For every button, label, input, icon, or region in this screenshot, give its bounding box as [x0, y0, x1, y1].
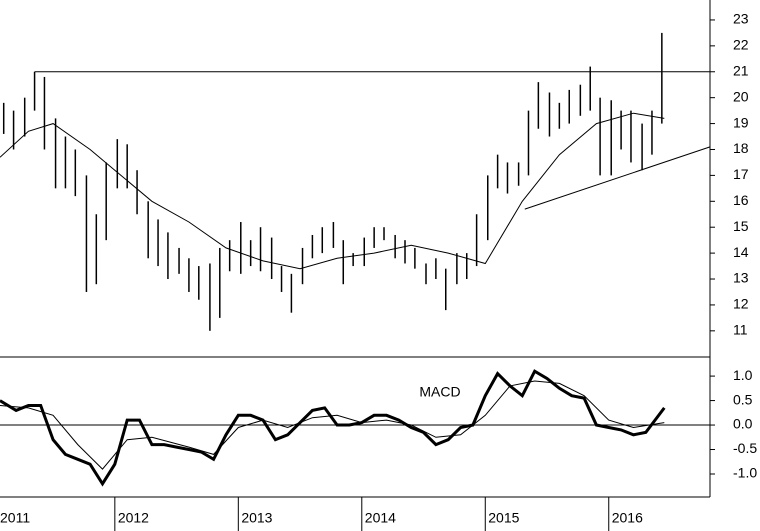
x-tick-label: 2013: [241, 510, 272, 526]
line-series: [0, 380, 665, 470]
y-tick-label: 21: [733, 62, 749, 78]
y-tick-label: 19: [733, 114, 749, 130]
y-tick-label: 22: [733, 37, 749, 53]
y-tick-label: -1.0: [733, 465, 757, 481]
line-series: [524, 146, 711, 210]
x-tick-label: 2015: [488, 510, 519, 526]
y-tick-label: 20: [733, 88, 749, 104]
y-tick-label: -0.5: [733, 440, 757, 456]
y-tick-label: 15: [733, 218, 749, 234]
x-tick-label: 2011: [0, 510, 30, 526]
y-tick-label: 12: [733, 296, 749, 312]
y-tick-label: 13: [733, 270, 749, 286]
line-series: [0, 112, 665, 270]
line-series: [0, 369, 666, 487]
y-tick-label: 16: [733, 192, 749, 208]
y-tick-label: 11: [733, 322, 748, 338]
y-tick-label: 23: [733, 11, 749, 27]
y-tick-label: 17: [733, 166, 749, 182]
macd-label: MACD: [419, 384, 460, 400]
x-tick-label: 2012: [118, 510, 149, 526]
y-tick-label: 0.5: [733, 391, 753, 407]
y-tick-label: 18: [733, 140, 749, 156]
x-tick-label: 2014: [365, 510, 396, 526]
y-tick-label: 1.0: [733, 367, 753, 383]
y-tick-label: 14: [733, 244, 749, 260]
y-tick-label: 0.0: [733, 416, 753, 432]
x-tick-label: 2016: [612, 510, 643, 526]
